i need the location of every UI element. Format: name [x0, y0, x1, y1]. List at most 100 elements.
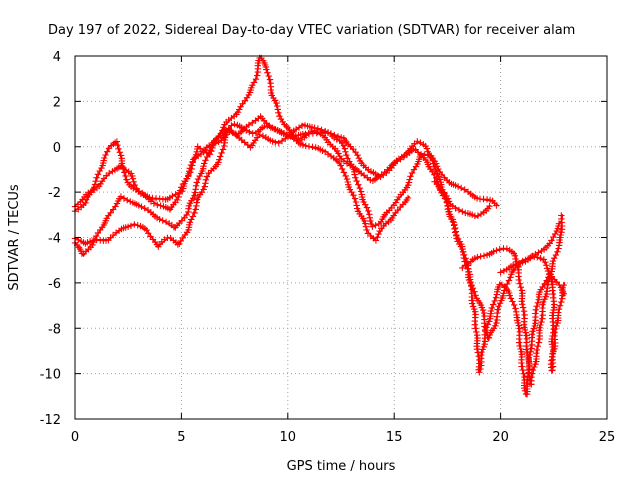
data-point-marker — [188, 165, 195, 173]
data-point-marker — [397, 203, 404, 211]
data-point-marker — [90, 237, 97, 244]
data-point-marker — [143, 226, 150, 234]
data-point-marker — [487, 307, 495, 315]
data-point-marker — [469, 285, 477, 292]
data-point-marker — [231, 121, 238, 128]
data-point-marker — [219, 146, 227, 153]
data-point-marker — [135, 202, 142, 209]
data-point-marker — [219, 127, 226, 134]
data-point-marker — [351, 171, 358, 178]
data-point-marker — [131, 181, 138, 189]
data-point-marker — [178, 217, 186, 224]
data-point-marker — [159, 217, 166, 224]
data-point-marker — [216, 156, 223, 163]
data-point-marker — [550, 294, 557, 301]
data-point-marker — [254, 72, 261, 79]
data-point-marker — [536, 324, 543, 331]
data-point-marker — [141, 205, 148, 212]
grid-layer — [75, 56, 607, 419]
data-point-marker — [472, 325, 479, 332]
data-point-marker — [535, 249, 542, 256]
data-point-marker — [272, 139, 279, 146]
data-point-marker — [352, 198, 360, 206]
data-point-marker — [408, 169, 416, 177]
data-point-marker — [515, 260, 523, 267]
data-point-marker — [205, 150, 213, 157]
data-point-marker — [246, 129, 253, 136]
data-point-marker — [435, 173, 443, 180]
data-layer — [71, 54, 567, 398]
tick-layer: 0 5 10 15 20 25 -12 -10 -8 -6 -4 -2 0 2 4 — [40, 50, 616, 445]
data-point-marker — [438, 189, 445, 196]
data-point-marker — [343, 152, 350, 159]
data-point-marker — [490, 301, 497, 308]
data-point-marker — [123, 176, 130, 183]
data-point-marker — [459, 245, 466, 253]
y-tick-label: -2 — [48, 186, 61, 201]
data-point-marker — [264, 122, 271, 130]
data-point-marker — [337, 162, 344, 169]
data-point-marker — [363, 226, 370, 234]
data-point-marker — [407, 173, 414, 180]
data-point-marker — [134, 222, 141, 229]
data-point-marker — [414, 138, 421, 145]
data-point-marker — [340, 142, 348, 149]
data-point-marker — [494, 306, 501, 313]
data-point-marker — [486, 203, 493, 210]
series-track-h — [497, 252, 567, 374]
data-point-marker — [208, 141, 215, 148]
data-point-marker — [459, 208, 466, 215]
data-point-marker — [480, 252, 488, 259]
data-point-marker — [555, 306, 563, 313]
data-point-marker — [558, 212, 565, 219]
data-point-marker — [488, 304, 495, 312]
data-point-marker — [392, 199, 400, 206]
data-point-marker — [356, 185, 364, 192]
data-point-marker — [528, 331, 536, 338]
data-point-marker — [87, 187, 95, 195]
data-point-marker — [535, 339, 543, 346]
data-point-marker — [278, 137, 286, 145]
data-point-marker — [215, 159, 222, 166]
data-point-marker — [449, 218, 456, 225]
data-point-marker — [519, 304, 527, 311]
data-point-marker — [217, 153, 224, 160]
data-point-marker — [493, 319, 500, 327]
data-point-marker — [116, 149, 123, 156]
data-point-marker — [340, 169, 348, 176]
data-point-marker — [531, 322, 538, 330]
data-point-marker — [537, 321, 544, 329]
data-point-marker — [319, 147, 326, 154]
data-point-marker — [555, 309, 562, 316]
data-point-marker — [523, 376, 531, 383]
data-point-marker — [527, 348, 534, 355]
data-point-marker — [335, 150, 342, 157]
data-point-marker — [299, 142, 307, 149]
data-point-marker — [516, 280, 523, 287]
data-point-marker — [365, 207, 372, 215]
data-point-marker — [179, 188, 186, 195]
data-point-marker — [512, 305, 519, 312]
data-point-marker — [190, 195, 197, 202]
data-point-marker — [476, 369, 483, 376]
y-tick-label: 2 — [53, 95, 61, 110]
data-point-marker — [343, 175, 351, 183]
data-point-marker — [363, 204, 371, 211]
data-point-marker — [511, 301, 518, 309]
data-point-marker — [484, 321, 492, 328]
data-point-marker — [252, 76, 260, 83]
data-point-marker — [333, 136, 340, 143]
data-point-marker — [174, 241, 181, 248]
data-point-marker — [540, 256, 548, 263]
data-point-marker — [341, 145, 349, 152]
data-point-marker — [493, 247, 500, 254]
data-point-marker — [478, 348, 485, 356]
data-point-marker — [495, 303, 502, 310]
data-point-marker — [551, 304, 558, 311]
data-point-marker — [525, 354, 533, 361]
data-point-marker — [124, 197, 131, 204]
data-point-marker — [539, 301, 546, 308]
data-point-marker — [538, 318, 545, 326]
series-track-b — [71, 54, 493, 257]
data-point-marker — [104, 148, 111, 155]
